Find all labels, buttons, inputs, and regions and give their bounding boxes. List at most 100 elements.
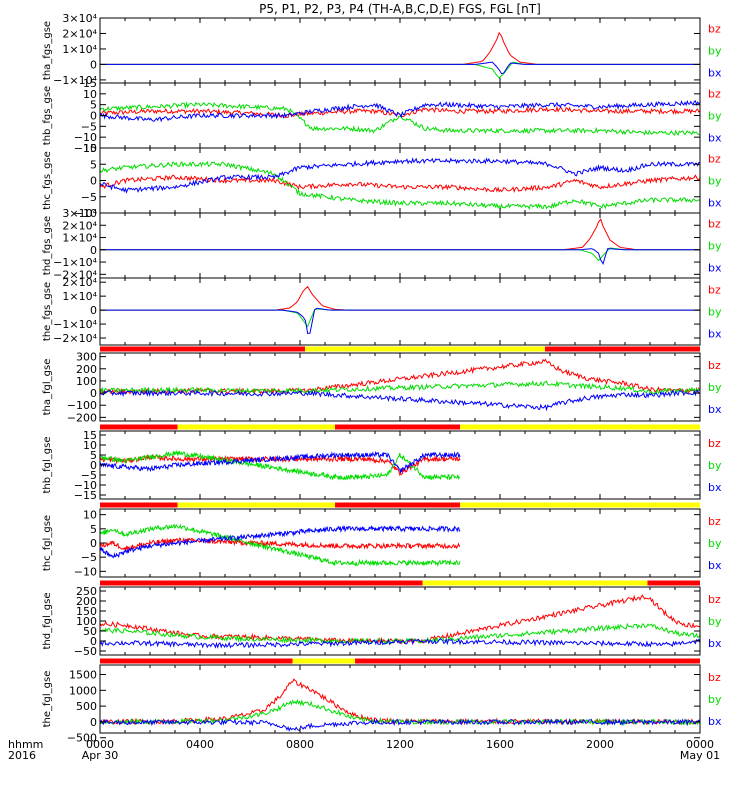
y-axis-label: thb_fgs_gse xyxy=(42,86,53,145)
y-tick-label: 200 xyxy=(76,595,97,608)
mode-bar-segment xyxy=(335,424,460,430)
legend-bz: bz xyxy=(708,218,721,231)
mode-bar-segment xyxy=(460,424,700,430)
y-tick-label: 1×10⁴ xyxy=(62,43,97,56)
mode-bar-segment xyxy=(100,346,305,352)
y-tick-label: 2×10⁴ xyxy=(62,276,97,289)
series-line-by xyxy=(100,622,700,645)
mode-bar-segment xyxy=(100,580,423,586)
y-tick-label: 2×10⁴ xyxy=(62,219,97,232)
y-tick-label: −2×10⁴ xyxy=(53,332,97,345)
series-line-bz xyxy=(100,218,700,251)
y-tick-label: 15 xyxy=(83,429,97,442)
mode-bar-segment xyxy=(177,424,335,430)
y-tick-label: 0 xyxy=(90,175,97,188)
y-tick-label: 1×10⁴ xyxy=(62,290,97,303)
legend-by: by xyxy=(708,306,722,319)
legend-bx: bx xyxy=(708,637,722,650)
y-tick-label: −5 xyxy=(81,551,97,564)
y-tick-label: 0 xyxy=(90,716,97,729)
legend-bz: bz xyxy=(708,671,721,684)
y-axis-label: thc_fgs_gse xyxy=(42,151,53,210)
y-tick-label: 5 xyxy=(90,523,97,536)
legend-by: by xyxy=(708,615,722,628)
y-tick-label: 10 xyxy=(83,509,97,522)
x-tick-date: Apr 30 xyxy=(82,749,119,762)
y-tick-label: −5 xyxy=(81,191,97,204)
series-line-bx xyxy=(100,248,700,266)
y-tick-label: 3×10⁴ xyxy=(62,12,97,25)
mode-bar-segment xyxy=(100,424,178,430)
legend-by: by xyxy=(708,459,722,472)
panel-frame xyxy=(99,212,701,279)
y-tick-label: 100 xyxy=(76,375,97,388)
y-tick-label: 50 xyxy=(83,625,97,638)
series-line-bx xyxy=(100,718,700,732)
y-tick-label: 10 xyxy=(83,142,97,155)
legend-bx: bx xyxy=(708,715,722,728)
y-axis-label: the_fgl_gse xyxy=(42,671,53,728)
series-line-bz xyxy=(100,31,700,65)
mode-bar-segment xyxy=(292,658,355,664)
y-tick-label: 2×10⁴ xyxy=(62,27,97,40)
y-axis-label: tha_fgl_gse xyxy=(42,359,53,416)
legend-bz: bz xyxy=(708,153,721,166)
y-tick-label: 200 xyxy=(76,363,97,376)
legend-by: by xyxy=(708,110,722,123)
series-line-bx xyxy=(100,637,700,649)
y-axis-label: thd_fgl_gse xyxy=(42,593,53,650)
series-line-bz xyxy=(100,174,700,194)
series-line-bz xyxy=(100,358,700,395)
legend-by: by xyxy=(708,240,722,253)
y-tick-label: 5 xyxy=(90,449,97,462)
y-tick-label: 3×10⁴ xyxy=(62,207,97,220)
series-line-bz xyxy=(100,285,700,311)
y-tick-label: 0 xyxy=(90,459,97,472)
y-tick-label: 0 xyxy=(90,58,97,71)
y-tick-label: 300 xyxy=(76,351,97,364)
legend-bz: bz xyxy=(708,88,721,101)
series-line-bx xyxy=(100,99,700,123)
y-tick-label: −1×10⁴ xyxy=(53,256,97,269)
series-line-by xyxy=(100,449,461,481)
series-line-bz xyxy=(100,594,700,646)
y-tick-label: 0 xyxy=(90,635,97,648)
legend-bx: bx xyxy=(708,67,722,80)
series-line-bx xyxy=(100,524,461,559)
series-line-by xyxy=(100,101,700,137)
legend-bz: bz xyxy=(708,23,721,36)
y-tick-label: −1×10⁴ xyxy=(53,318,97,331)
y-tick-label: −10 xyxy=(74,131,97,144)
series-line-by xyxy=(100,380,700,395)
panel-frame xyxy=(99,17,701,84)
mode-bar-segment xyxy=(545,346,700,352)
y-axis-label: thd_fgs_gse xyxy=(42,216,53,275)
x-tick-label: 1200 xyxy=(386,738,414,751)
mode-bar-segment xyxy=(177,502,335,508)
series-line-by xyxy=(100,308,700,328)
mode-bar-segment xyxy=(355,658,700,664)
y-tick-label: 0 xyxy=(90,537,97,550)
mode-bar-segment xyxy=(460,502,700,508)
y-tick-label: 0 xyxy=(90,244,97,257)
y-tick-label: −500 xyxy=(67,732,97,745)
y-tick-label: 250 xyxy=(76,585,97,598)
legend-bz: bz xyxy=(708,284,721,297)
x-tick-label: 0800 xyxy=(286,738,314,751)
y-tick-label: 5 xyxy=(90,158,97,171)
mode-bar-segment xyxy=(335,502,460,508)
legend-bx: bx xyxy=(708,262,722,275)
legend-by: by xyxy=(708,381,722,394)
series-line-bx xyxy=(100,157,700,194)
x-tick-label: 0000 xyxy=(686,738,714,751)
series-line-bz xyxy=(100,537,461,551)
y-tick-label: −15 xyxy=(74,142,97,155)
legend-bx: bx xyxy=(708,559,722,572)
